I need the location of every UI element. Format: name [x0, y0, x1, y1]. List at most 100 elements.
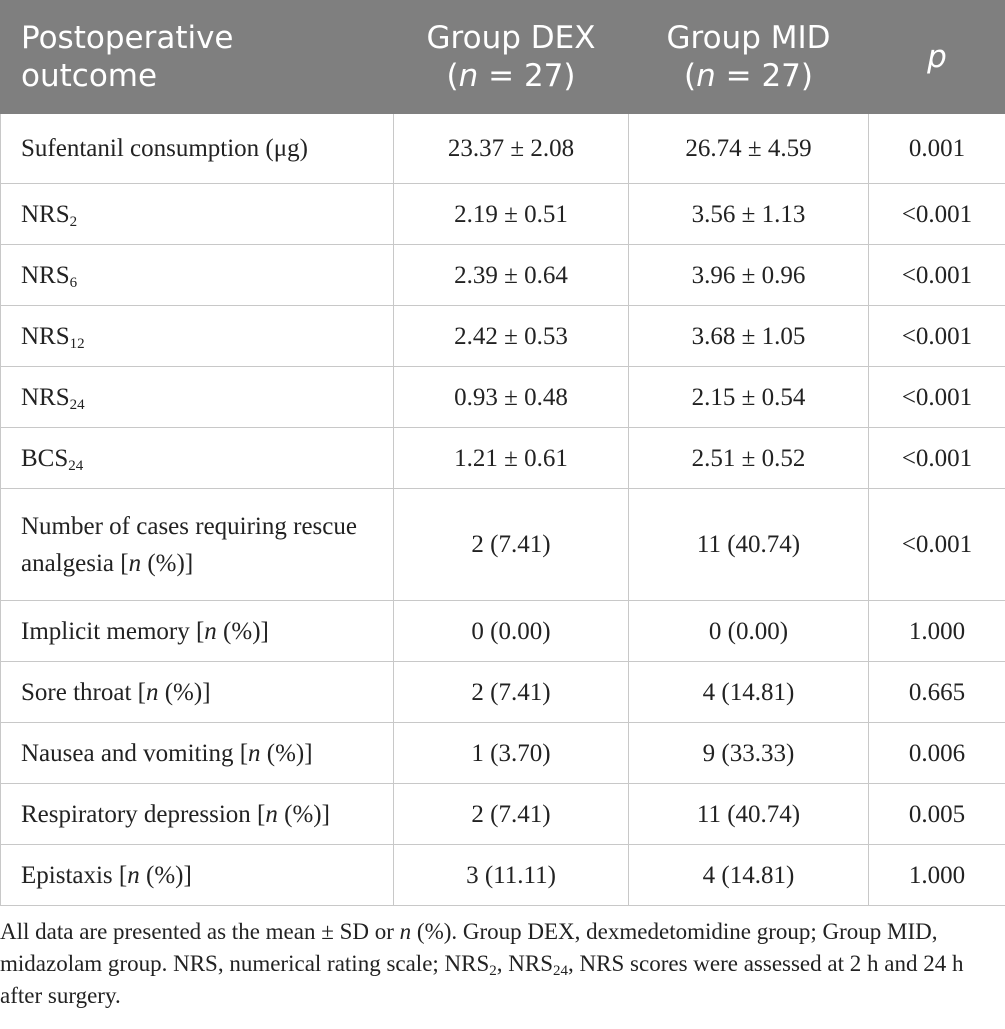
text-run: n: [458, 58, 479, 94]
table-cell: 0.93 ± 0.48: [393, 366, 629, 428]
table-cell: 2.39 ± 0.64: [393, 244, 629, 306]
footnote: All data are presented as the mean ± SD …: [0, 906, 1005, 1012]
table-row: NRS6 2.39 ± 0.64 3.96 ± 0.96 <0.001: [0, 244, 1005, 306]
data-table: Postoperative outcome Group DEX (n = 27) Gro…: [0, 0, 1005, 906]
text-run: Sufentanil consumption (μg): [21, 135, 308, 162]
text-run: Group MID: [666, 20, 831, 56]
header-cell: Postoperative outcome: [0, 0, 394, 114]
table-cell: 2 (7.41): [393, 661, 629, 723]
row-label: NRS2: [0, 183, 394, 245]
text-run: (: [684, 58, 697, 94]
table-cell: 0.665: [868, 661, 1005, 723]
text-run: n: [204, 617, 217, 645]
table-row: Implicit memory [n (%)] 0 (0.00) 0 (0.00) 1…: [0, 600, 1005, 662]
text-run: Respiratory depression [: [21, 800, 266, 828]
text-run: (%)]: [216, 617, 269, 645]
table-cell: <0.001: [868, 488, 1005, 601]
header-cell: Group DEX (n = 27): [393, 0, 629, 114]
row-label: NRS12: [0, 305, 394, 367]
text-run: Postoperative: [21, 20, 234, 56]
table-row: Nausea and vomiting [n (%)] 1 (3.70) 9 (33…: [0, 722, 1005, 784]
table-cell: 1.000: [868, 600, 1005, 662]
table-row: Number of cases requiring rescue analges…: [0, 488, 1005, 601]
table-cell: 2.15 ± 0.54: [628, 366, 869, 428]
text-run: (%)]: [158, 678, 211, 706]
table-cell: 11 (40.74): [628, 488, 869, 601]
table-cell: 1 (3.70): [393, 722, 629, 784]
header-line: (n = 27): [649, 57, 848, 95]
text-run: 2: [69, 213, 78, 230]
table-row: NRS12 2.42 ± 0.53 3.68 ± 1.05 <0.001: [0, 305, 1005, 367]
text-run: n: [265, 800, 278, 828]
row-label: Nausea and vomiting [n (%)]: [0, 722, 394, 784]
text-run: 2: [489, 963, 497, 979]
table-cell: <0.001: [868, 183, 1005, 245]
header-line: p: [889, 38, 985, 76]
text-run: Epistaxis [: [21, 861, 128, 889]
table-row: NRS2 2.19 ± 0.51 3.56 ± 1.13 <0.001: [0, 183, 1005, 245]
row-label: Number of cases requiring rescue analges…: [0, 488, 394, 601]
row-label: Sore throat [n (%)]: [0, 661, 394, 723]
text-run: (: [446, 58, 459, 94]
table-row: Epistaxis [n (%)] 3 (11.11) 4 (14.81) 1.000: [0, 844, 1005, 906]
text-run: 24: [68, 457, 84, 474]
table-cell: 0 (0.00): [393, 600, 629, 662]
table-cell: 2.19 ± 0.51: [393, 183, 629, 245]
text-run: = 27): [478, 58, 576, 94]
table-body: Sufentanil consumption (μg) 23.37 ± 2.08 2…: [0, 113, 1005, 906]
text-run: 24: [69, 396, 85, 413]
table-cell: 3.56 ± 1.13: [628, 183, 869, 245]
text-run: NRS: [21, 322, 70, 350]
text-run: 24: [553, 963, 569, 979]
text-run: Nausea and vomiting [: [21, 739, 249, 767]
text-run: NRS: [21, 200, 70, 228]
text-run: NRS: [21, 261, 70, 289]
table-cell: 0 (0.00): [628, 600, 869, 662]
header-line: (n = 27): [414, 57, 608, 95]
table-cell: 3.68 ± 1.05: [628, 305, 869, 367]
table-row: Respiratory depression [n (%)] 2 (7.41) 11…: [0, 783, 1005, 845]
text-run: (%)]: [139, 861, 192, 889]
table-cell: 9 (33.33): [628, 722, 869, 784]
table-cell: 3.96 ± 0.96: [628, 244, 869, 306]
table-cell: 3 (11.11): [393, 844, 629, 906]
table-cell: 2.42 ± 0.53: [393, 305, 629, 367]
table-cell: 0.001: [868, 113, 1005, 184]
text-run: Implicit memory [: [21, 617, 205, 645]
header-cell: Group MID (n = 27): [628, 0, 869, 114]
text-run: All data are presented as the mean ± SD …: [0, 919, 400, 944]
table-cell: 1.21 ± 0.61: [393, 427, 629, 489]
table-cell: 26.74 ± 4.59: [628, 113, 869, 184]
text-run: = 27): [715, 58, 813, 94]
table-cell: 11 (40.74): [628, 783, 869, 845]
text-run: (%)]: [277, 800, 330, 828]
header-cell: p: [868, 0, 1005, 114]
row-label: Respiratory depression [n (%)]: [0, 783, 394, 845]
table-row: Sore throat [n (%)] 2 (7.41) 4 (14.81) 0.66…: [0, 661, 1005, 723]
text-run: Sore throat [: [21, 678, 146, 706]
row-label: Sufentanil consumption (μg): [0, 113, 394, 184]
text-run: BCS: [21, 444, 69, 472]
table-cell: 2 (7.41): [393, 488, 629, 601]
header-line: Group DEX: [414, 19, 608, 57]
text-run: n: [128, 549, 142, 577]
row-label: NRS6: [0, 244, 394, 306]
text-run: , NRS scores were assessed at 2 h and 24…: [0, 951, 964, 1008]
text-run: n: [696, 58, 716, 94]
text-run: (%). Group DEX, dexmedetomidine group; G…: [0, 919, 938, 976]
row-label: NRS24: [0, 366, 394, 428]
header-row: Postoperative outcome Group DEX (n = 27) Gro…: [0, 0, 1005, 114]
table-row: BCS24 1.21 ± 0.61 2.51 ± 0.52 <0.001: [0, 427, 1005, 489]
text-run: outcome: [21, 58, 158, 94]
table-cell: 2.51 ± 0.52: [628, 427, 869, 489]
row-label: Implicit memory [n (%)]: [0, 600, 394, 662]
text-run: n: [399, 919, 412, 944]
header-line: outcome: [21, 57, 373, 95]
text-run: , NRS: [496, 951, 554, 976]
table-cell: 0.005: [868, 783, 1005, 845]
row-label: BCS24: [0, 427, 394, 489]
table-cell: <0.001: [868, 366, 1005, 428]
table-cell: <0.001: [868, 305, 1005, 367]
text-run: NRS: [21, 383, 70, 411]
